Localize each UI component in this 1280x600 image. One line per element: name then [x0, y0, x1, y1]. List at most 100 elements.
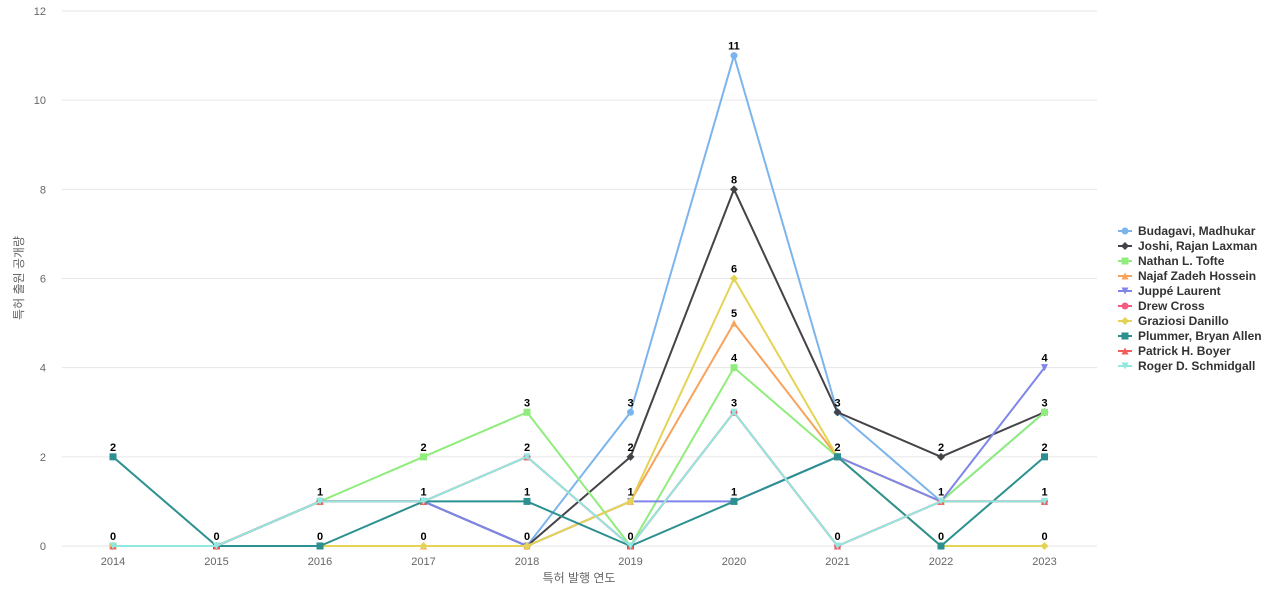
legend-item[interactable]: Nathan L. Tofte — [1118, 254, 1225, 268]
y-tick-label: 4 — [40, 363, 46, 375]
data-point[interactable] — [523, 542, 531, 550]
legend-label: Budagavi, Madhukar — [1138, 224, 1256, 238]
data-point[interactable] — [316, 497, 324, 505]
legend-label: Juppé Laurent — [1138, 284, 1221, 298]
legend-marker-icon — [1121, 302, 1129, 310]
legend-item[interactable]: Najaf Zadeh Hossein — [1118, 269, 1256, 283]
data-label: 5 — [731, 308, 737, 320]
data-label: 3 — [524, 397, 530, 409]
data-point[interactable] — [730, 274, 738, 283]
data-label: 3 — [731, 397, 737, 409]
legend-marker-icon — [1121, 317, 1129, 325]
legend-label: Plummer, Bryan Allen — [1138, 329, 1262, 343]
data-label: 1 — [938, 486, 944, 498]
legend-item[interactable]: Patrick H. Boyer — [1118, 344, 1231, 358]
data-point[interactable] — [420, 453, 427, 461]
data-point[interactable] — [1041, 497, 1048, 505]
data-point[interactable] — [316, 542, 324, 550]
data-point[interactable] — [730, 364, 738, 372]
data-point[interactable] — [833, 408, 842, 417]
data-point[interactable] — [730, 408, 738, 416]
series-line[interactable] — [113, 54, 1046, 547]
data-point[interactable] — [834, 542, 841, 550]
y-tick-label: 12 — [34, 6, 46, 18]
data-point[interactable] — [730, 319, 738, 327]
data-point[interactable] — [109, 453, 117, 461]
x-tick-label: 2014 — [101, 556, 125, 568]
data-point[interactable] — [523, 497, 531, 505]
legend-marker-icon — [1121, 242, 1129, 250]
data-label: 2 — [420, 442, 426, 454]
data-point[interactable] — [730, 497, 738, 505]
legend-marker-icon — [1121, 257, 1129, 265]
data-label: 1 — [420, 486, 426, 498]
data-point[interactable] — [1041, 408, 1048, 416]
legend-item[interactable]: Juppé Laurent — [1118, 284, 1221, 298]
legend-marker-icon — [1121, 287, 1129, 295]
data-point[interactable] — [1041, 364, 1048, 372]
series-line[interactable] — [113, 322, 1045, 547]
data-point[interactable] — [627, 542, 634, 550]
data-label: 4 — [1041, 353, 1048, 365]
data-label: 8 — [731, 174, 737, 186]
y-tick-label: 6 — [40, 274, 46, 286]
data-point[interactable] — [834, 453, 841, 461]
data-point[interactable] — [937, 452, 945, 461]
data-label: 2 — [110, 442, 116, 454]
x-tick-label: 2018 — [515, 556, 539, 568]
data-label: 0 — [1041, 531, 1047, 543]
y-tick-label: 10 — [34, 95, 46, 107]
data-point[interactable] — [626, 497, 635, 506]
data-point[interactable] — [420, 497, 427, 505]
legend-item[interactable]: Drew Cross — [1118, 299, 1205, 313]
data-point[interactable] — [1041, 453, 1048, 461]
data-label: 1 — [1041, 486, 1047, 498]
data-label: 1 — [524, 486, 530, 498]
series-line[interactable] — [113, 411, 1045, 547]
x-tick-label: 2016 — [308, 556, 332, 568]
legend-item[interactable]: Graziosi Danillo — [1118, 314, 1229, 328]
data-label: 3 — [834, 397, 840, 409]
x-tick-label: 2022 — [929, 556, 953, 568]
data-point[interactable] — [730, 52, 738, 60]
data-label: 0 — [938, 531, 944, 543]
data-label: 2 — [627, 442, 633, 454]
x-axis-ticks: 2014 2015 2016 2017 2018 2019 2020 2021 2022 2023 — [101, 556, 1057, 568]
legend-label: Najaf Zadeh Hossein — [1138, 269, 1256, 283]
data-label: 2 — [524, 442, 530, 454]
data-point[interactable] — [730, 185, 738, 194]
data-label: 6 — [731, 264, 737, 276]
series-line[interactable] — [113, 277, 1045, 547]
data-point[interactable] — [523, 453, 531, 461]
legend-item[interactable]: Plummer, Bryan Allen — [1118, 329, 1262, 343]
data-point[interactable] — [213, 542, 220, 550]
legend-item[interactable]: Roger D. Schmidgall — [1118, 359, 1255, 373]
data-point[interactable] — [1040, 542, 1049, 550]
data-label: 2 — [938, 442, 944, 454]
data-label: 1 — [627, 486, 633, 498]
data-label: 0 — [420, 531, 426, 543]
legend-label: Joshi, Rajan Laxman — [1138, 239, 1257, 253]
series-1 — [109, 52, 1048, 550]
data-point[interactable] — [627, 408, 634, 416]
data-point[interactable] — [109, 542, 117, 550]
data-point[interactable] — [626, 452, 635, 461]
series-7 — [109, 274, 1049, 550]
data-point[interactable] — [937, 497, 945, 505]
legend-marker-icon — [1121, 227, 1129, 235]
data-label: 0 — [317, 531, 323, 543]
data-label: 2 — [1041, 442, 1047, 454]
data-label: 1 — [731, 486, 737, 498]
legend-item[interactable]: Budagavi, Madhukar — [1118, 224, 1256, 238]
legend-item[interactable]: Joshi, Rajan Laxman — [1118, 239, 1257, 253]
series-line[interactable] — [112, 455, 1046, 547]
y-axis-ticks: 0 2 4 6 8 10 12 — [34, 6, 46, 553]
x-axis-title: 특허 발행 연도 — [543, 570, 616, 585]
data-point[interactable] — [937, 542, 945, 550]
data-point[interactable] — [523, 408, 531, 416]
data-label: 0 — [110, 531, 116, 543]
data-point[interactable] — [419, 542, 428, 550]
